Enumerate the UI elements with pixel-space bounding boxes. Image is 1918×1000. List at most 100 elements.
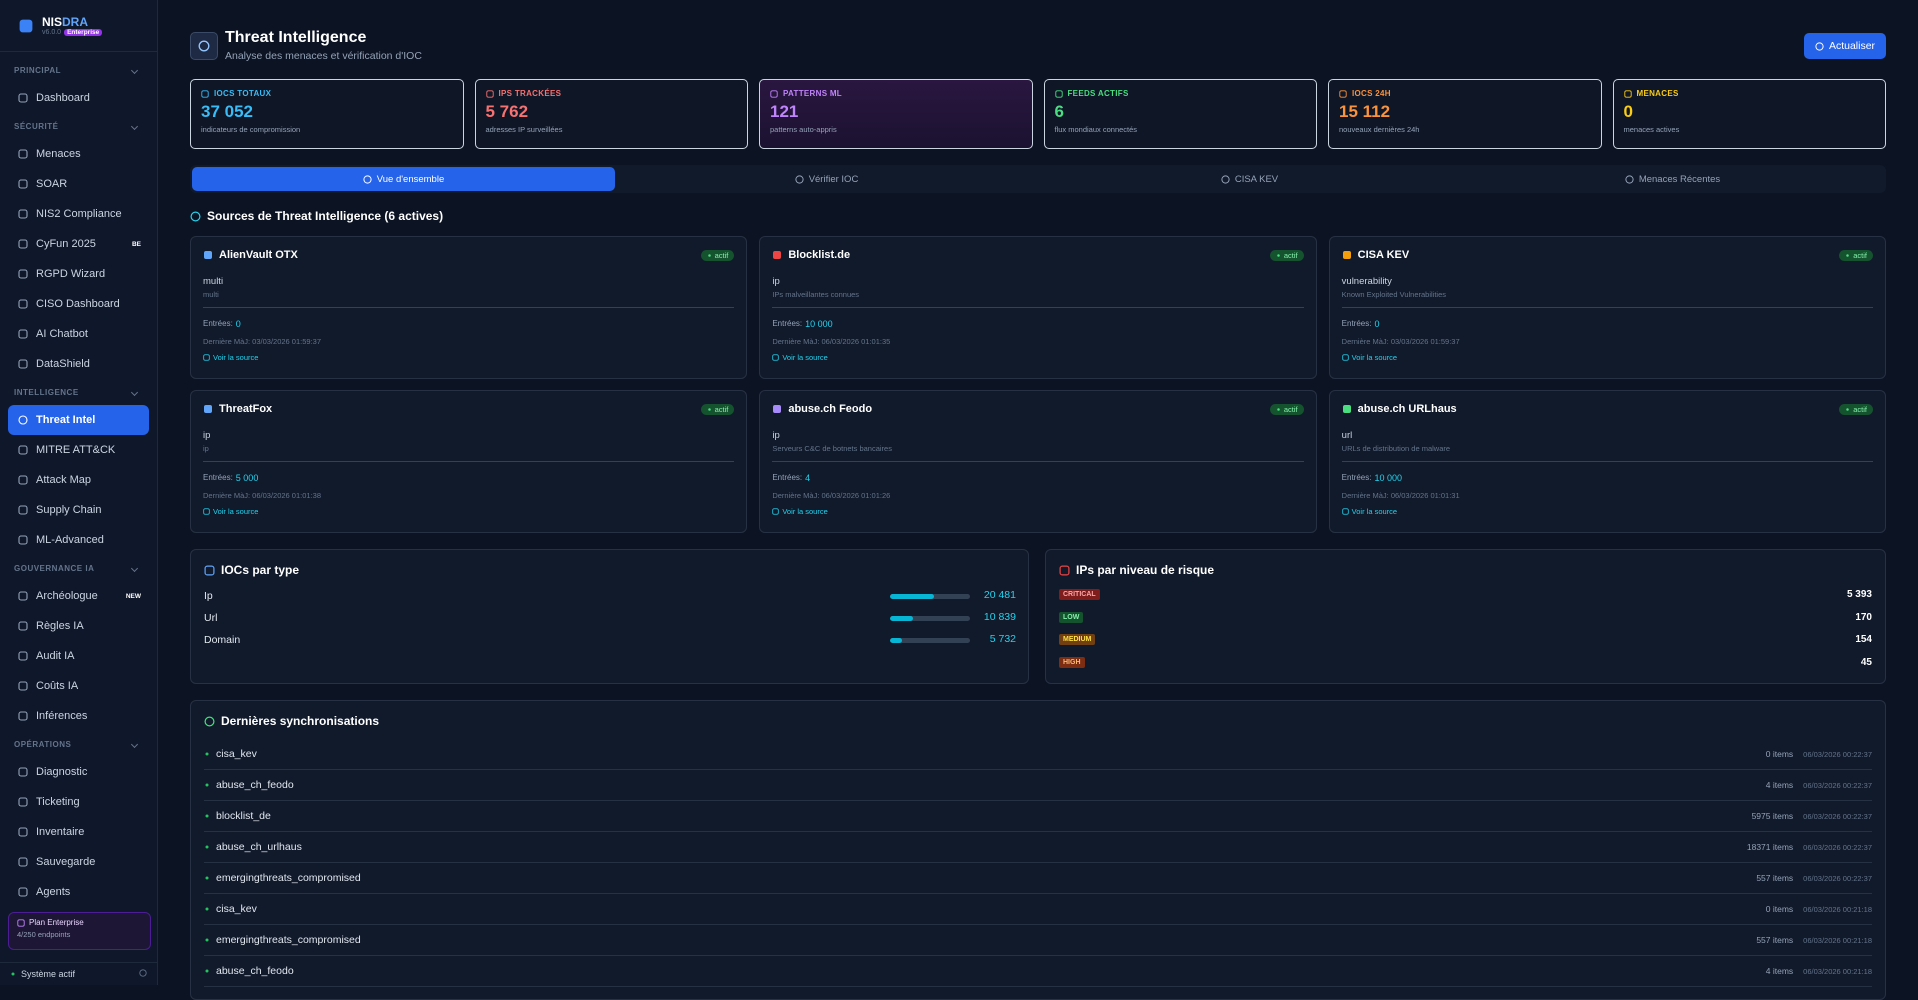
icon-shape	[773, 251, 782, 259]
icon-svg	[19, 19, 33, 32]
icon	[18, 797, 28, 807]
icon-shape	[205, 907, 209, 911]
nav-label: RGPD Wizard	[36, 268, 106, 280]
edition-badge: Enterprise	[64, 29, 103, 36]
stat-value: 121	[770, 102, 799, 121]
bar-track	[890, 638, 970, 643]
refresh-button[interactable]: Actualiser	[1804, 33, 1886, 59]
icon	[18, 415, 28, 425]
nav-item[interactable]: Archéologue NEW	[8, 581, 149, 611]
source-name-row: abuse.ch Feodo	[772, 403, 872, 415]
sources-title: Sources de Threat Intelligence (6 active…	[207, 209, 444, 223]
updated: Dernière MàJ: 06/03/2026 01:01:38	[203, 491, 321, 500]
icon-shape	[485, 89, 494, 98]
nav-item[interactable]: DataShield	[8, 349, 149, 379]
source-link[interactable]: Voir la source	[1341, 507, 1397, 516]
divider	[203, 461, 735, 462]
nav-item[interactable]: Coûts IA	[8, 671, 149, 701]
nav-item[interactable]: CyFun 2025 BE	[8, 229, 149, 259]
plan-title-row: Plan Enterprise	[17, 918, 142, 927]
nav-item[interactable]: Supply Chain	[8, 495, 149, 525]
icon-svg	[1846, 254, 1849, 257]
section-label: PRINCIPAL	[0, 57, 157, 83]
icon-svg	[204, 251, 212, 259]
nav-item[interactable]: Agents	[8, 877, 149, 907]
source-name-row: Blocklist.de	[772, 249, 850, 261]
brand-text: NISDRA v6.0.0 Enterprise	[42, 15, 103, 36]
nav-item[interactable]: Règles IA	[8, 611, 149, 641]
icon	[18, 475, 28, 485]
nav-item[interactable]: SOAR	[8, 169, 149, 199]
icon-shape	[18, 535, 28, 545]
nav-item[interactable]: Dashboard	[8, 83, 149, 113]
icon-shape	[18, 149, 28, 159]
icon-shape	[1054, 89, 1063, 98]
nav-item[interactable]: ML-Advanced	[8, 525, 149, 555]
plan[interactable]: Plan Enterprise 4/250 endpoints	[8, 912, 151, 950]
icon-svg	[205, 876, 209, 880]
sync-items: 5975 items	[1751, 811, 1794, 821]
tab-label: CISA KEV	[1234, 173, 1279, 185]
entries-value: 10 000	[805, 319, 833, 329]
nav-item[interactable]: Inventaire	[8, 817, 149, 847]
source-type: ip	[772, 276, 780, 287]
status-pill: actif	[1839, 404, 1873, 415]
refresh-label: Actualiser	[1828, 40, 1876, 52]
nav-item[interactable]: CISO Dashboard	[8, 289, 149, 319]
nav-item[interactable]: AI Chatbot	[8, 319, 149, 349]
icon-shape	[1221, 174, 1230, 184]
nav-item[interactable]: Attack Map	[8, 465, 149, 495]
icon-svg	[1342, 405, 1351, 413]
sync-time: 06/03/2026 00:22:37	[1803, 780, 1872, 790]
source-link[interactable]: Voir la source	[772, 507, 828, 516]
nav-item[interactable]: Menaces	[8, 139, 149, 169]
tab[interactable]: Menaces Récentes	[1461, 167, 1884, 191]
nav-item[interactable]: Ticketing	[8, 787, 149, 817]
risk-panel: IPs par niveau de risque CRITICAL 5 393 LOW…	[1045, 549, 1886, 684]
status-pill: actif	[700, 404, 735, 415]
stat-caption: indicateurs de compromission	[201, 125, 301, 134]
source-link[interactable]: Voir la source	[1341, 353, 1397, 362]
icon-shape	[18, 359, 28, 369]
section-label: OPÉRATIONS	[0, 731, 157, 757]
nav-item[interactable]: Threat Intel	[8, 405, 149, 435]
tab[interactable]: Vue d'ensemble	[192, 167, 615, 191]
divider	[203, 307, 735, 308]
chevron	[130, 388, 139, 396]
icon-shape	[18, 269, 28, 279]
icon	[203, 404, 213, 414]
icon	[204, 564, 215, 576]
tab[interactable]: Vérifier IOC	[615, 167, 1038, 191]
nav-item[interactable]: Audit IA	[8, 641, 149, 671]
icon-svg	[1277, 408, 1280, 411]
sidebar: NISDRA v6.0.0 Enterprise PRINCIPAL Dashboard…	[0, 0, 158, 985]
source-link[interactable]: Voir la source	[772, 353, 828, 362]
icon-svg	[18, 505, 28, 515]
icon-svg	[205, 969, 209, 973]
nav-label: Supply Chain	[36, 504, 102, 516]
settings[interactable]	[139, 969, 147, 979]
source-description: Serveurs C&C de botnets bancaires	[772, 444, 892, 453]
nav-item[interactable]: Inférences	[8, 701, 149, 731]
nav-item[interactable]: Sauvegarde	[8, 847, 149, 877]
nav-item[interactable]: RGPD Wizard	[8, 259, 149, 289]
sync-row: cisa_kev 0 items 06/03/2026 00:21:18	[204, 894, 1872, 925]
source-link[interactable]: Voir la source	[203, 507, 258, 516]
nav-item[interactable]: NIS2 Compliance	[8, 199, 149, 229]
sync-row: abuse_ch_feodo 4 items 06/03/2026 00:22:37	[204, 770, 1872, 801]
sync-time: 06/03/2026 00:22:37	[1803, 842, 1872, 852]
icon-shape	[1341, 508, 1349, 515]
source-link-label: Voir la source	[213, 353, 259, 362]
stat-caption: adresses IP surveillées	[485, 125, 563, 134]
tab[interactable]: CISA KEV	[1038, 167, 1461, 191]
source-link[interactable]: Voir la source	[203, 353, 258, 362]
icon	[204, 937, 210, 943]
icon-shape	[11, 972, 15, 976]
stat-label-row: IOCS 24H	[1339, 89, 1591, 98]
icon-shape	[18, 299, 28, 309]
icon-shape	[1059, 564, 1070, 576]
sync-time: 06/03/2026 00:21:18	[1803, 904, 1872, 914]
icon	[18, 18, 34, 34]
nav-item[interactable]: MITRE ATT&CK	[8, 435, 149, 465]
nav-item[interactable]: Diagnostic	[8, 757, 149, 787]
